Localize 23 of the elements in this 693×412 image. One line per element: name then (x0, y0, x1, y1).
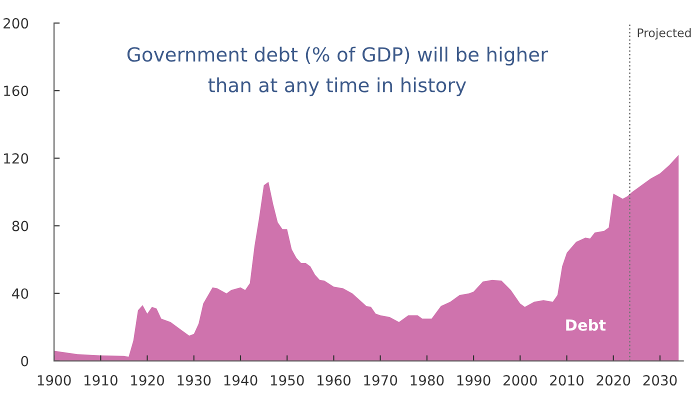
ref-line-label: Projected (638, 28, 691, 40)
x-tick-label: 2020 (596, 375, 630, 386)
x-tick-label: 1900 (38, 375, 71, 386)
x-tick-label: 1990 (457, 375, 490, 386)
y-tick-label: 40 (12, 288, 28, 299)
x-tick-label: 2030 (643, 375, 677, 386)
x-tick-label: 1970 (364, 375, 398, 386)
text: Government debt (% of GDP) will be higher than at any time in history (127, 46, 548, 96)
x-tick-label: 1950 (270, 375, 304, 386)
x-tick-label: 1960 (318, 375, 350, 386)
y-tick-label: 120 (4, 153, 28, 164)
x-tick-label: 1930 (178, 375, 211, 386)
x-tick-label: 1910 (84, 375, 118, 386)
x-tick-label: 2010 (550, 375, 584, 386)
series-label: Debt (566, 318, 606, 331)
x-tick-label: 1940 (224, 375, 258, 386)
y-tick-label: 80 (12, 220, 28, 232)
y-tick-label: 160 (4, 86, 28, 96)
x-tick-label: 1920 (131, 375, 164, 386)
y-tick-label: 200 (4, 18, 28, 29)
x-tick-label: 1980 (410, 375, 444, 386)
x-tick-label: 2000 (504, 375, 537, 386)
y-tick-label: 0 (21, 356, 28, 366)
